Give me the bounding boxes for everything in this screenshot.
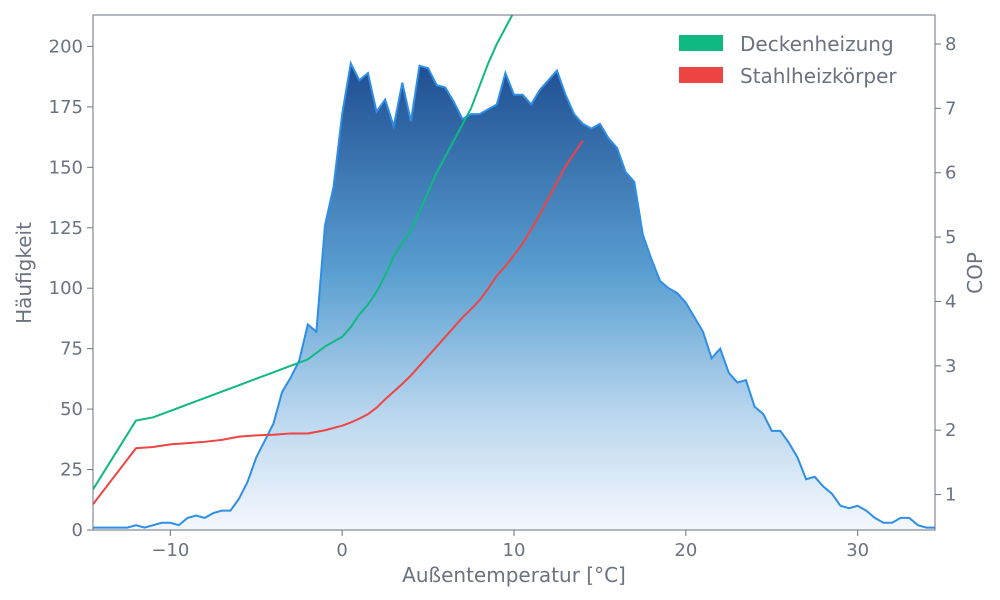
y2-tick-label: 3	[945, 356, 956, 377]
x-axis-ticks: −10 0 10 20 30	[151, 530, 869, 561]
y-tick-label: 150	[49, 157, 83, 178]
y2-axis-title: COP	[963, 252, 987, 294]
y2-tick-label: 2	[945, 420, 956, 441]
x-axis-title: Außentemperatur [°C]	[402, 563, 626, 587]
series-line-deckenheizung	[93, 15, 514, 490]
x-tick-label: −10	[151, 540, 189, 561]
y-tick-label: 0	[72, 520, 83, 541]
plot-area	[93, 15, 935, 530]
frequency-area	[93, 63, 935, 530]
legend-label-deckenheizung: Deckenheizung	[740, 32, 894, 56]
y-tick-label: 175	[49, 97, 83, 118]
x-tick-label: 30	[846, 540, 869, 561]
y2-tick-label: 4	[945, 291, 956, 312]
legend-swatch-deckenheizung	[679, 35, 723, 51]
y-tick-label: 25	[60, 460, 83, 481]
x-tick-label: 10	[503, 540, 526, 561]
x-tick-label: 0	[336, 540, 347, 561]
frequency-line	[93, 60, 935, 529]
y2-axis-ticks: 1 2 3 4 5 6 7 8	[935, 34, 956, 506]
legend-label-stahlheizkoerper: Stahlheizkörper	[740, 64, 897, 88]
y-tick-label: 100	[49, 278, 83, 299]
y-tick-label: 50	[60, 399, 83, 420]
legend-swatch-stahlheizkoerper	[679, 67, 723, 83]
y-tick-label: 125	[49, 218, 83, 239]
y-axis-ticks: 0 25 50 75 100 125 150 175 200	[49, 36, 93, 541]
y-axis-title: Häufigkeit	[12, 222, 36, 324]
y-tick-label: 200	[49, 36, 83, 57]
y2-tick-label: 6	[945, 163, 956, 184]
y2-tick-label: 5	[945, 227, 956, 248]
y2-tick-label: 1	[945, 485, 956, 506]
y2-tick-label: 7	[945, 98, 956, 119]
y-tick-label: 75	[60, 339, 83, 360]
series-line-stahlheizkoerper	[93, 139, 584, 505]
legend: Deckenheizung Stahlheizkörper	[679, 32, 897, 88]
y2-tick-label: 8	[945, 34, 956, 55]
x-tick-label: 20	[674, 540, 697, 561]
